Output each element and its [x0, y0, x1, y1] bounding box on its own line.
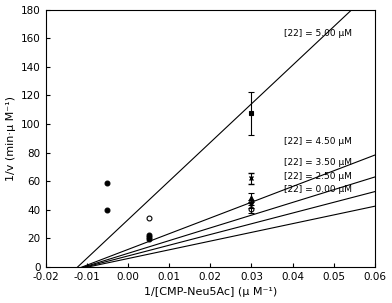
Y-axis label: 1/v (min·μ M⁻¹): 1/v (min·μ M⁻¹)	[5, 96, 16, 181]
X-axis label: 1/[CMP-Neu5Ac] (μ M⁻¹): 1/[CMP-Neu5Ac] (μ M⁻¹)	[144, 288, 277, 298]
Text: [22] = 3.50 μM: [22] = 3.50 μM	[285, 158, 352, 167]
Text: [22] = 0.00 μM: [22] = 0.00 μM	[285, 185, 352, 194]
Text: [22] = 5.00 μM: [22] = 5.00 μM	[285, 29, 352, 38]
Text: [22] = 4.50 μM: [22] = 4.50 μM	[285, 137, 352, 146]
Text: [22] = 2.50 μM: [22] = 2.50 μM	[285, 172, 352, 181]
